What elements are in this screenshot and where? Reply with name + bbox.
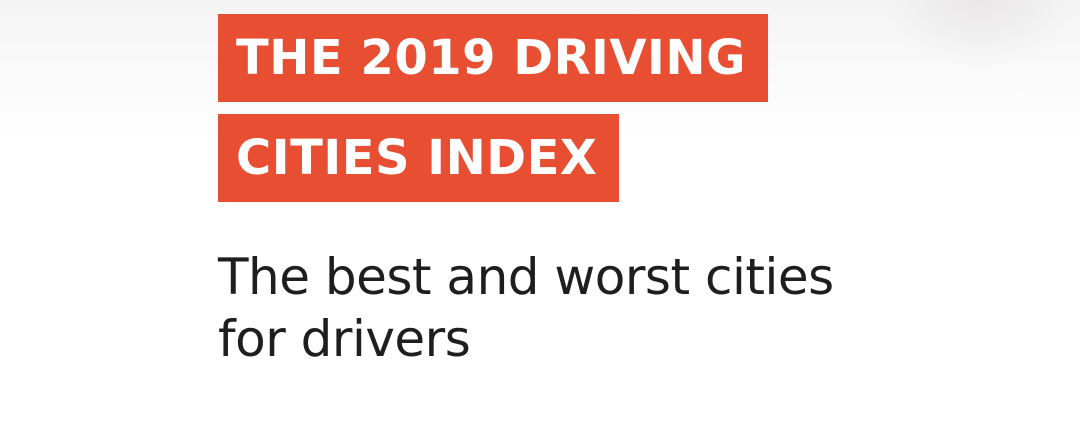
background-image-fade [880,0,1080,70]
title-line-2: CITIES INDEX [218,114,620,202]
subtitle: The best and worst cities for drivers [218,246,1018,370]
title-line-1: THE 2019 DRIVING [218,14,768,102]
subtitle-line-2: for drivers [218,310,471,368]
subtitle-line-1: The best and worst cities [218,248,834,306]
hero-banner: THE 2019 DRIVING CITIES INDEX The best a… [218,14,1018,370]
